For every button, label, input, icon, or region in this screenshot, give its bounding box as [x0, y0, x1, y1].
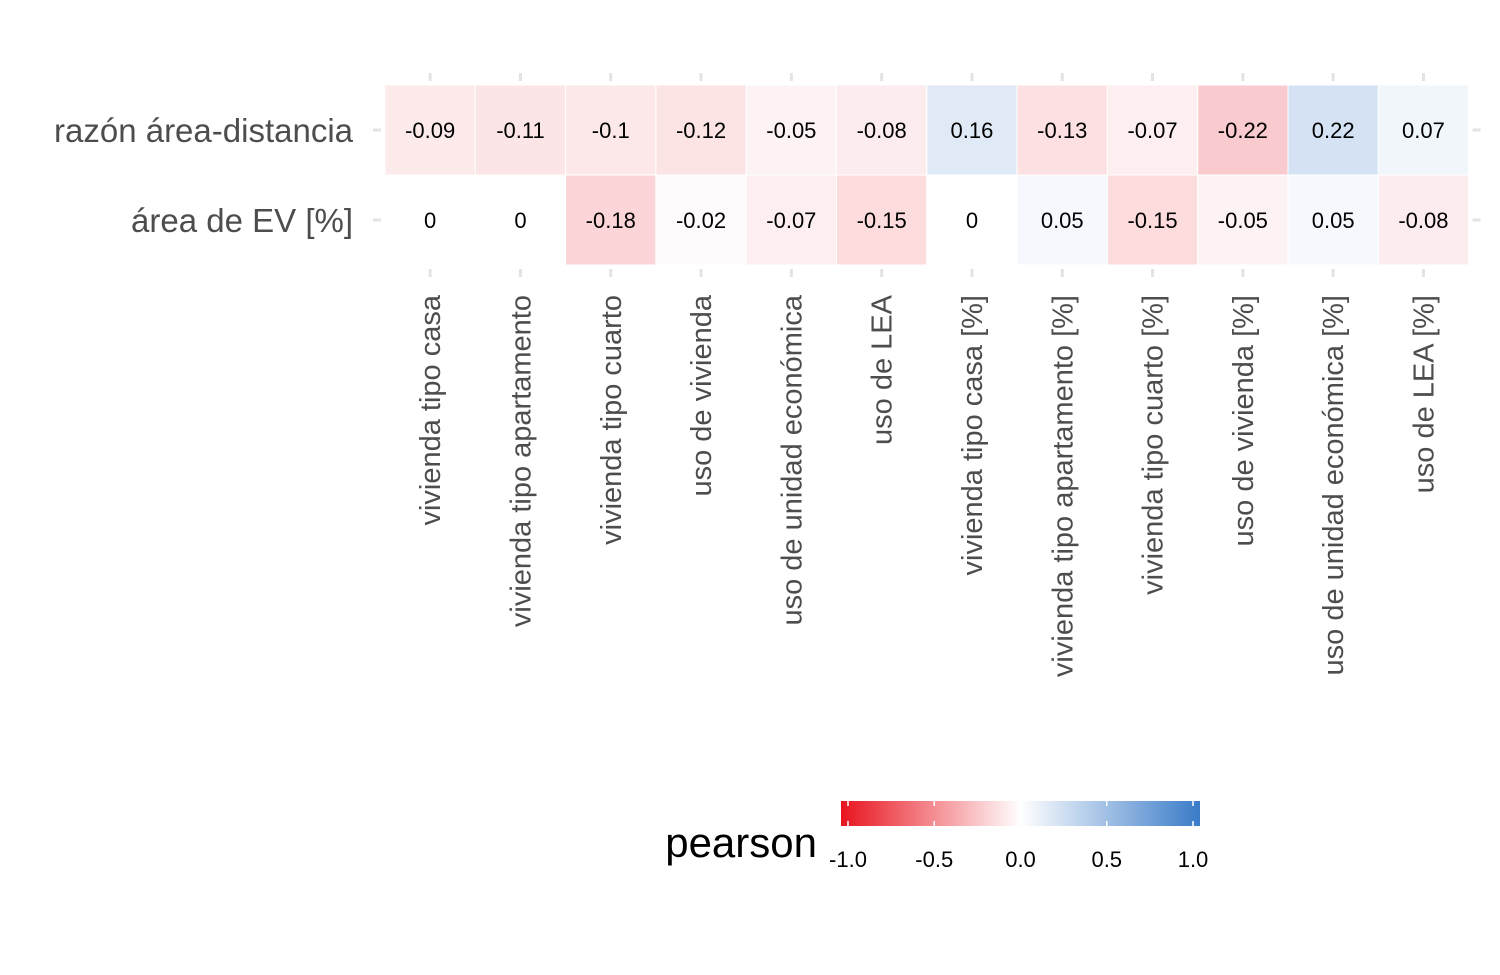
cell-value-label: -0.15: [857, 208, 907, 233]
heatmap-cell: [655, 174, 747, 266]
heatmap-cells: -0.09 -0.11 -0.1 -0.12 -0.05 -0.08 0.16 -0.13 -0…: [384, 84, 1470, 266]
heatmap-cell: [565, 174, 657, 266]
legend-tick-label: 0.5: [1091, 847, 1122, 872]
cell-value-label: -0.12: [676, 118, 726, 143]
heatmap-cell: [836, 84, 928, 176]
y-axis-labels: razón área-distancia área de EV [%]: [54, 112, 354, 239]
heatmap-cell: [565, 84, 657, 176]
cell-value-label: -0.07: [1127, 118, 1177, 143]
y-axis-label: razón área-distancia: [54, 112, 354, 149]
x-axis-label: vivienda tipo apartamento: [505, 295, 537, 627]
x-axis-label: vivienda tipo cuarto: [596, 295, 628, 545]
color-legend: pearson -1.0 -0.5 0.0 0.5 1.0: [665, 801, 1208, 872]
cell-value-label: -0.07: [766, 208, 816, 233]
cell-value-label: 0.22: [1312, 118, 1355, 143]
heatmap-cell: [1287, 84, 1379, 176]
cell-value-label: 0: [424, 208, 436, 233]
heatmap-cell: [836, 174, 928, 266]
cell-value-label: -0.05: [766, 118, 816, 143]
legend-tick-label: -0.5: [915, 847, 953, 872]
heatmap-cell: [1377, 84, 1470, 176]
x-axis-label: uso de LEA [%]: [1408, 295, 1440, 493]
legend-tick-label: 0.0: [1005, 847, 1036, 872]
cell-value-label: -0.22: [1218, 118, 1268, 143]
heatmap-cell: [1197, 84, 1289, 176]
heatmap-cell: [1197, 174, 1289, 266]
cell-value-label: -0.18: [586, 208, 636, 233]
cell-value-label: 0.05: [1041, 208, 1084, 233]
cell-value-label: -0.08: [857, 118, 907, 143]
x-axis-labels: vivienda tipo casa vivienda tipo apartame…: [415, 294, 1440, 677]
cell-value-label: 0: [966, 208, 978, 233]
x-axis-label: vivienda tipo apartamento [%]: [1047, 295, 1079, 677]
x-axis-label: uso de vivienda: [686, 294, 718, 496]
cell-value-label: -0.02: [676, 208, 726, 233]
heatmap-cell: [1016, 174, 1108, 266]
cell-value-label: -0.09: [405, 118, 455, 143]
x-axis-label: uso de LEA: [867, 294, 899, 445]
x-axis-label: uso de unidad económica: [776, 294, 808, 625]
cell-value-label: 0.16: [951, 118, 994, 143]
heatmap-cell: [1016, 84, 1108, 176]
cell-value-label: 0.05: [1312, 208, 1355, 233]
cell-value-label: -0.11: [496, 118, 545, 143]
heatmap-cell: [1106, 174, 1199, 266]
heatmap-cell: [926, 84, 1018, 176]
y-axis-label: área de EV [%]: [131, 202, 353, 239]
legend-tick-label: -1.0: [829, 847, 867, 872]
x-axis-label: vivienda tipo cuarto [%]: [1138, 295, 1170, 595]
x-axis-label: vivienda tipo casa [%]: [957, 295, 989, 575]
axis-ticks: [373, 73, 1481, 277]
cell-value-label: 0.07: [1402, 118, 1445, 143]
legend-title: pearson: [665, 819, 817, 866]
x-axis-label: uso de unidad económica [%]: [1318, 295, 1350, 675]
x-axis-label: uso de vivienda [%]: [1228, 295, 1260, 546]
cell-value-label: 0: [514, 208, 526, 233]
cell-value-label: -0.08: [1398, 208, 1448, 233]
legend-tick-label: 1.0: [1178, 847, 1209, 872]
heatmap-cell: [745, 174, 838, 266]
cell-value-label: -0.15: [1127, 208, 1177, 233]
cell-value-label: -0.13: [1037, 118, 1087, 143]
heatmap-cell: [1106, 84, 1199, 176]
heatmap-cell: [655, 84, 747, 176]
heatmap-cell: [745, 84, 838, 176]
cell-value-label: -0.1: [592, 118, 630, 143]
heatmap-cell: [384, 84, 476, 176]
heatmap-cell: [1377, 174, 1470, 266]
cell-value-label: -0.05: [1218, 208, 1268, 233]
x-axis-label: vivienda tipo casa: [415, 294, 447, 525]
legend-ticks: -1.0 -0.5 0.0 0.5 1.0: [829, 801, 1208, 872]
heatmap-cell: [474, 174, 567, 266]
